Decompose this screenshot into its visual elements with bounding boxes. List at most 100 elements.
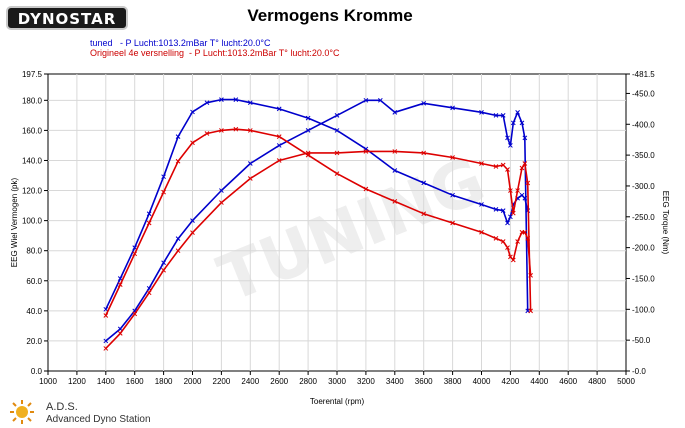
data-point-marker [505, 135, 510, 141]
data-point-marker [233, 97, 239, 102]
data-point-marker [305, 128, 311, 133]
data-point-marker [161, 189, 166, 195]
data-point-marker [500, 113, 506, 118]
data-point-marker [479, 229, 484, 235]
data-point-marker [522, 195, 528, 201]
data-point-marker [276, 134, 282, 139]
data-point-marker [117, 326, 123, 332]
data-point-marker [334, 171, 340, 176]
y-right-tick-label: -400.0 [632, 120, 655, 129]
data-point-marker [161, 174, 166, 180]
x-tick-label: 3800 [444, 377, 462, 386]
y-left-tick-label: 80.0 [26, 247, 42, 256]
x-tick-label: 2200 [213, 377, 231, 386]
data-point-marker [519, 120, 525, 126]
x-tick-label: 4800 [588, 377, 606, 386]
data-point-marker [161, 267, 166, 273]
data-point-marker [510, 210, 516, 216]
x-tick-label: 1400 [97, 377, 115, 386]
data-point-marker [175, 158, 181, 164]
y-right-tick-label: -250.0 [632, 213, 655, 222]
x-tick-label: 5000 [617, 377, 635, 386]
data-point-marker [500, 239, 506, 244]
x-tick-label: 2800 [299, 377, 317, 386]
y-left-tick-label: 140.0 [22, 156, 43, 165]
data-point-marker [334, 150, 340, 156]
x-axis-label: Toerental (rpm) [310, 397, 365, 406]
data-point-marker [190, 218, 195, 223]
y-right-tick-label: -100.0 [632, 305, 655, 314]
data-point-marker [146, 220, 152, 226]
data-point-marker [219, 188, 224, 193]
data-point-marker [276, 158, 282, 163]
data-point-marker [161, 260, 166, 266]
data-point-marker [175, 134, 181, 139]
data-point-marker [305, 152, 311, 158]
data-point-marker [132, 245, 138, 250]
logo-text: DYNOSTAR [17, 10, 117, 28]
data-point-marker [219, 97, 224, 102]
footer-subtitle: Advanced Dyno Station [46, 414, 151, 425]
x-tick-label: 1600 [126, 377, 144, 386]
y-left-tick-label: 180.0 [22, 96, 43, 105]
x-tick-label: 4400 [530, 377, 548, 386]
x-tick-label: 3200 [357, 377, 375, 386]
data-point-marker [493, 207, 499, 212]
x-tick-label: 3400 [386, 377, 404, 386]
data-point-marker [500, 162, 506, 168]
data-point-marker [508, 143, 513, 148]
y-right-tick-label: -350.0 [632, 151, 655, 160]
data-point-marker [392, 168, 398, 173]
y-right-tick-label: -300.0 [632, 182, 655, 191]
data-point-marker [421, 150, 427, 156]
data-point-marker [510, 257, 516, 263]
x-tick-label: 4600 [559, 377, 577, 386]
data-point-marker [247, 128, 253, 133]
dynostar-logo: DYNOSTAR [6, 6, 128, 30]
data-point-marker [219, 128, 224, 133]
data-point-marker [190, 109, 195, 115]
data-point-marker [522, 161, 528, 166]
data-point-marker [508, 214, 513, 220]
y-right-tick-label: -200.0 [632, 244, 655, 253]
x-tick-label: 4200 [502, 377, 520, 386]
data-point-marker [505, 220, 510, 226]
data-point-marker [493, 164, 499, 169]
y-left-tick-label: 20.0 [26, 337, 42, 346]
data-point-marker [421, 211, 427, 217]
data-point-marker [117, 331, 123, 336]
data-point-marker [247, 161, 253, 166]
chart-title: Vermogens Kromme [247, 6, 413, 25]
x-tick-label: 2000 [184, 377, 202, 386]
data-point-marker [363, 149, 369, 154]
data-point-marker [190, 230, 195, 236]
data-point-marker [508, 188, 513, 193]
data-point-marker [305, 115, 311, 121]
x-tick-label: 4000 [473, 377, 491, 386]
y-left-tick-label: 0.0 [31, 367, 43, 376]
footer-brand: A.D.S. [46, 401, 78, 413]
x-tick-label: 2400 [241, 377, 259, 386]
data-point-marker [103, 306, 109, 312]
data-point-marker [247, 100, 253, 106]
data-point-marker [363, 97, 369, 103]
data-point-marker [450, 192, 455, 198]
data-point-marker [522, 135, 528, 141]
data-point-marker [334, 128, 340, 133]
data-point-marker [421, 180, 427, 186]
data-point-marker [103, 338, 109, 344]
x-tick-label: 1800 [155, 377, 173, 386]
series-line-tuned-torque [105, 98, 529, 310]
legend-entry-original: Origineel 4e versnelling - P Lucht:1013.… [90, 48, 340, 58]
data-point-marker [276, 106, 282, 112]
data-point-marker [525, 236, 531, 241]
data-point-marker [515, 188, 520, 193]
y-left-tick-label: 60.0 [26, 277, 42, 286]
data-point-marker [117, 282, 123, 287]
y-right-axis-label: EEG Torque (Nm) [661, 191, 670, 255]
data-point-marker [528, 308, 533, 314]
x-tick-label: 3600 [415, 377, 433, 386]
data-point-marker [117, 276, 123, 281]
data-point-marker [204, 100, 210, 106]
